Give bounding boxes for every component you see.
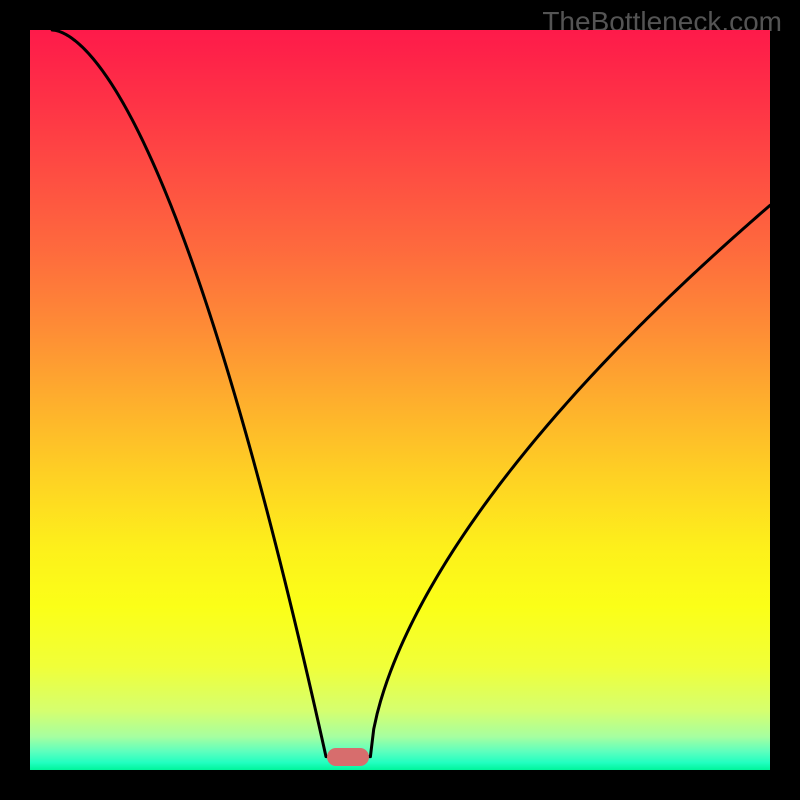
chart-frame: TheBottleneck.com	[0, 0, 800, 800]
minimum-marker	[327, 748, 369, 766]
plot-svg	[30, 30, 770, 770]
plot-background	[30, 30, 770, 770]
plot-area	[30, 30, 770, 770]
